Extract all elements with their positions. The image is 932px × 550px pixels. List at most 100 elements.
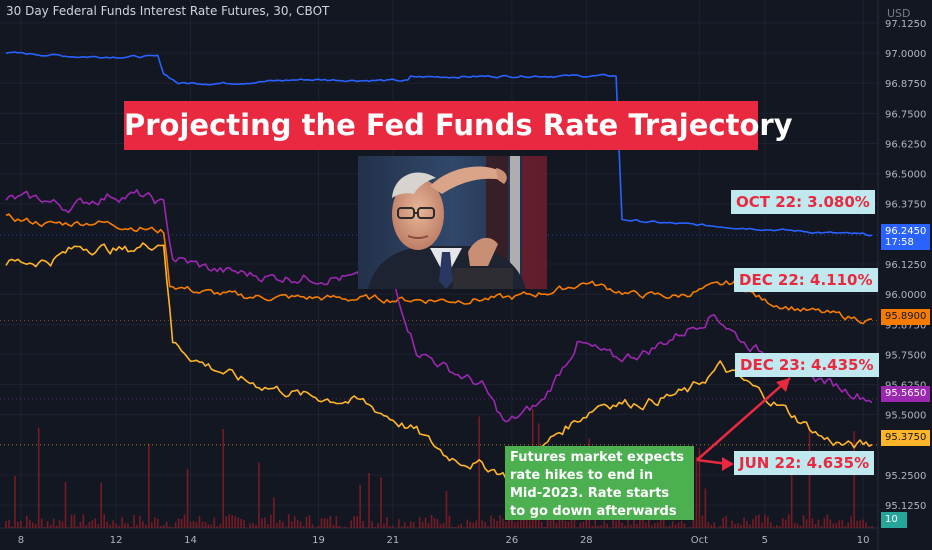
volume-bar — [389, 526, 391, 528]
volume-bar — [40, 518, 43, 528]
volume-bar — [502, 518, 504, 528]
symbol-title[interactable]: 30 Day Federal Funds Interest Rate Futur… — [6, 4, 330, 18]
volume-bar — [659, 515, 662, 528]
volume-bar — [249, 523, 251, 528]
volume-bar — [371, 521, 373, 528]
volume-bar — [210, 524, 213, 528]
volume-bar — [594, 518, 597, 528]
volume-tag: 10 — [881, 512, 907, 528]
volume-bar — [88, 522, 91, 528]
callout-dec22: DEC 22: 4.110% — [734, 268, 878, 292]
volume-bar — [368, 472, 370, 528]
callout-jun22: JUN 22: 4.635% — [734, 451, 875, 475]
arrow-to-dec23 — [696, 377, 791, 461]
volume-bar — [668, 525, 671, 528]
volume-bar — [695, 456, 698, 528]
volume-bar — [153, 517, 156, 528]
volume-bar — [871, 526, 873, 528]
volume-bar — [186, 468, 189, 528]
volume-bar — [97, 524, 100, 528]
volume-bar — [612, 514, 614, 528]
volume-bar — [213, 517, 216, 528]
volume-bar — [520, 518, 522, 528]
volume-bar — [359, 484, 361, 528]
volume-bar — [183, 514, 186, 528]
volume-bar — [386, 516, 388, 528]
volume-bar — [469, 521, 472, 528]
volume-bar — [85, 525, 88, 528]
volume-bar — [734, 524, 736, 528]
volume-bar — [240, 519, 242, 528]
speaker-photo — [358, 156, 547, 289]
volume-bar — [406, 526, 409, 528]
volume-bar — [755, 515, 757, 528]
volume-bar — [525, 515, 528, 528]
volume-bar — [487, 526, 489, 528]
volume-bar — [546, 514, 549, 528]
volume-bar — [148, 443, 150, 528]
volume-bar — [156, 518, 159, 528]
volume-bar — [865, 522, 867, 528]
volume-bar — [302, 526, 305, 528]
volume-bar — [118, 525, 120, 528]
volume-bar — [567, 521, 570, 528]
volume-bar — [805, 519, 808, 528]
price-tag-purple: 95.5650 — [881, 386, 930, 402]
volume-bar — [633, 517, 635, 528]
x-tick-label: Oct — [691, 535, 708, 546]
volume-bar — [850, 516, 852, 528]
volume-bar — [793, 523, 796, 528]
volume-bar — [299, 521, 302, 528]
volume-bar — [698, 448, 701, 528]
volume-bar — [177, 518, 180, 528]
volume-bar — [121, 517, 123, 528]
volume-bar — [689, 527, 692, 528]
volume-bar — [856, 520, 858, 528]
y-tick-label: 97.1250 — [885, 19, 926, 30]
volume-bar — [796, 523, 799, 528]
volume-bar — [737, 523, 739, 528]
volume-bar — [320, 518, 323, 528]
volume-bar — [523, 516, 525, 528]
volume-bar — [189, 521, 192, 528]
x-tick-label: 21 — [387, 535, 400, 546]
volume-bar — [564, 520, 567, 528]
volume-bar — [305, 516, 308, 528]
volume-bar — [234, 515, 236, 528]
volume-bar — [808, 426, 811, 528]
volume-bar — [725, 516, 727, 528]
y-tick-label: 95.5000 — [885, 411, 926, 422]
volume-bar — [743, 517, 745, 528]
volume-bar — [308, 515, 311, 528]
volume-bar — [374, 527, 376, 528]
volume-bar — [573, 517, 576, 528]
volume-bar — [356, 516, 358, 528]
volume-bar — [350, 520, 353, 528]
volume-bar — [674, 524, 677, 528]
y-tick-label: 95.8750 — [885, 320, 926, 331]
volume-bar — [814, 524, 817, 528]
volume-bar — [650, 525, 653, 528]
volume-bar — [621, 522, 623, 528]
volume-bar — [558, 517, 561, 528]
volume-bar — [811, 518, 814, 528]
volume-bar — [222, 429, 225, 528]
volume-bar — [82, 514, 85, 528]
x-tick-label: 10 — [857, 535, 870, 546]
volume-bar — [287, 514, 290, 528]
volume-bar — [820, 526, 823, 528]
volume-bar — [392, 525, 394, 528]
x-tick-label: 12 — [110, 535, 123, 546]
volume-bar — [847, 522, 849, 528]
volume-bar — [55, 525, 58, 528]
y-tick-label: 96.5000 — [885, 170, 926, 181]
volume-bar — [445, 491, 448, 528]
volume-bar — [8, 520, 10, 528]
volume-bar — [576, 527, 579, 528]
volume-bar — [168, 526, 171, 528]
volume-bar — [151, 522, 153, 528]
volume-bar — [377, 523, 379, 528]
volume-bar — [43, 526, 46, 528]
volume-bar — [311, 524, 314, 528]
